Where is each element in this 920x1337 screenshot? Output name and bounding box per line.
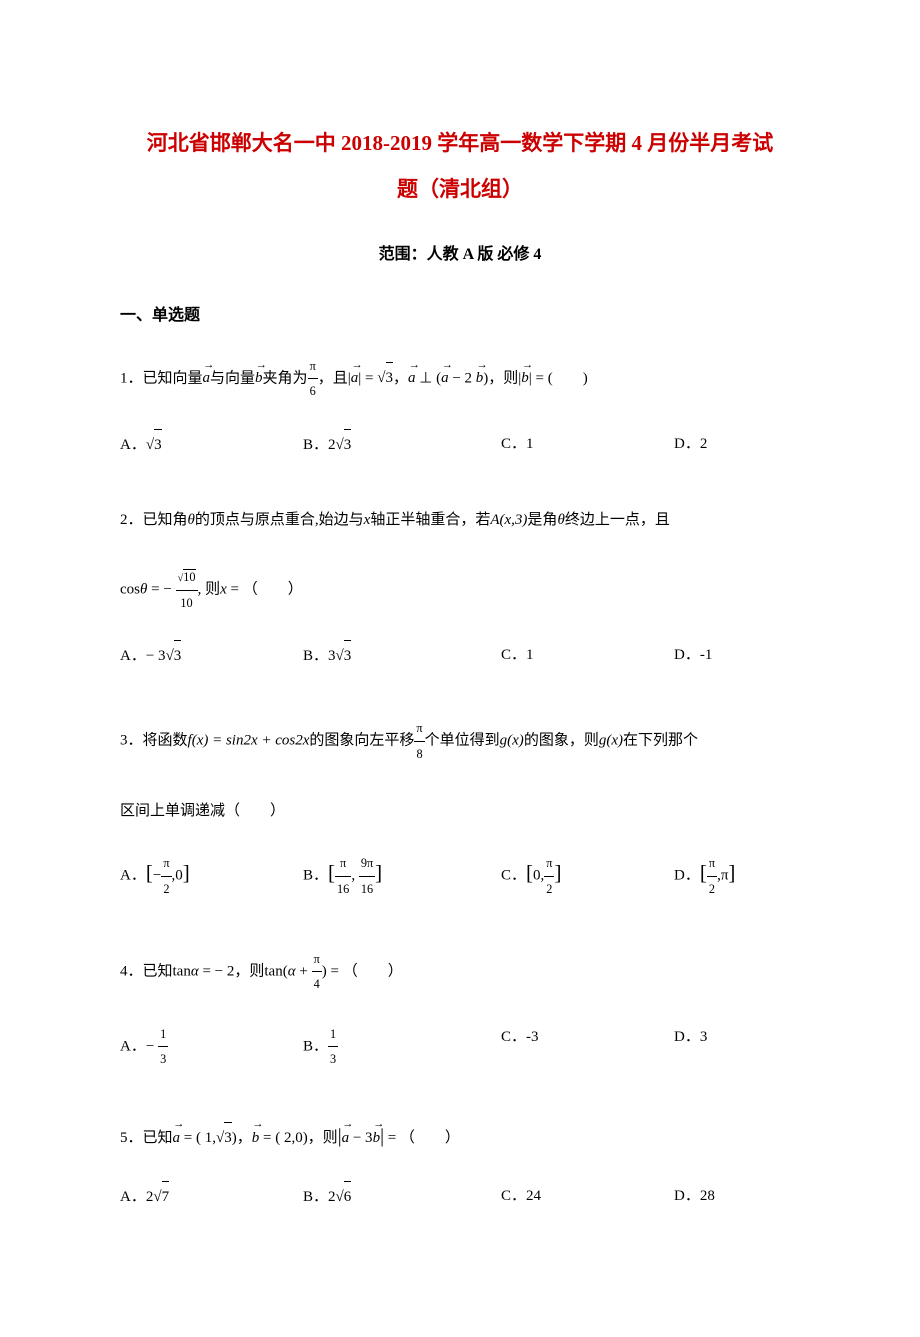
question-1-text: 1．已知向量a与向量b夹角为π6，且|a| = 3，a ⊥ (a − 2 b)，… bbox=[120, 354, 800, 404]
option-D: D．2 bbox=[674, 429, 707, 460]
option-B: B．26 bbox=[303, 1181, 493, 1212]
title-line1: 河北省邯郸大名一中 2018-2019 学年高一数学下学期 4 月份半月考试 bbox=[147, 131, 774, 155]
option-A: A．[−π2,0] bbox=[120, 851, 295, 901]
option-D: D．[π2,π] bbox=[674, 851, 735, 901]
option-C: C．1 bbox=[501, 429, 666, 460]
vec-a: a bbox=[203, 363, 211, 393]
option-A: A．− 33 bbox=[120, 640, 295, 671]
option-A: A．− 13 bbox=[120, 1022, 295, 1072]
question-3-text: 3．将函数f(x) = sin2x + cos2x的图象向左平移π8个单位得到g… bbox=[120, 716, 800, 826]
question-3: 3．将函数f(x) = sin2x + cos2x的图象向左平移π8个单位得到g… bbox=[120, 716, 800, 901]
option-D: D．-1 bbox=[674, 640, 712, 671]
vec-b: b bbox=[255, 363, 263, 393]
question-3-options: A．[−π2,0] B．[π16, 9π16] C．[0,π2] D．[π2,π… bbox=[120, 851, 800, 901]
option-B: B．[π16, 9π16] bbox=[303, 851, 493, 901]
exam-title: 河北省邯郸大名一中 2018-2019 学年高一数学下学期 4 月份半月考试 题… bbox=[120, 120, 800, 212]
option-C: C．24 bbox=[501, 1181, 666, 1212]
question-4-options: A．− 13 B．13 C．-3 D．3 bbox=[120, 1022, 800, 1072]
question-5-options: A．27 B．26 C．24 D．28 bbox=[120, 1181, 800, 1212]
option-B: B．33 bbox=[303, 640, 493, 671]
question-5: 5．已知a = ( 1,3)，b = ( 2,0)，则|a − 3b| = （ … bbox=[120, 1117, 800, 1212]
option-D: D．3 bbox=[674, 1022, 707, 1072]
option-C: C．1 bbox=[501, 640, 666, 671]
option-B: B．13 bbox=[303, 1022, 493, 1072]
subtitle: 范围：人教 A 版 必修 4 bbox=[120, 242, 800, 268]
option-A: A．3 bbox=[120, 429, 295, 460]
option-A: A．27 bbox=[120, 1181, 295, 1212]
option-D: D．28 bbox=[674, 1181, 715, 1212]
question-4-text: 4．已知tanα = − 2，则tan(α + π4) = （ ） bbox=[120, 947, 800, 997]
section-heading: 一、单选题 bbox=[120, 303, 800, 329]
question-4: 4．已知tanα = − 2，则tan(α + π4) = （ ） A．− 13… bbox=[120, 947, 800, 1072]
option-C: C．[0,π2] bbox=[501, 851, 666, 901]
question-2-options: A．− 33 B．33 C．1 D．-1 bbox=[120, 640, 800, 671]
question-5-text: 5．已知a = ( 1,3)，b = ( 2,0)，则|a − 3b| = （ … bbox=[120, 1117, 800, 1156]
option-B: B．23 bbox=[303, 429, 493, 460]
title-line2: 题（清北组） bbox=[397, 177, 523, 201]
option-C: C．-3 bbox=[501, 1022, 666, 1072]
question-2-text: 2．已知角θ的顶点与原点重合,始边与x轴正半轴重合，若A(x,3)是角θ终边上一… bbox=[120, 505, 800, 616]
question-1: 1．已知向量a与向量b夹角为π6，且|a| = 3，a ⊥ (a − 2 b)，… bbox=[120, 354, 800, 460]
question-2: 2．已知角θ的顶点与原点重合,始边与x轴正半轴重合，若A(x,3)是角θ终边上一… bbox=[120, 505, 800, 672]
question-1-options: A．3 B．23 C．1 D．2 bbox=[120, 429, 800, 460]
